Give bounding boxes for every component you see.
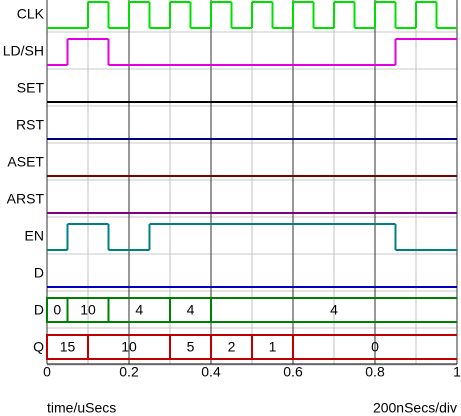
bus-segment xyxy=(210,334,252,360)
x-tick-label: 0.4 xyxy=(201,364,221,380)
bus-segment xyxy=(169,297,211,323)
bus-value-label: 4 xyxy=(330,302,338,318)
bus-segment xyxy=(292,334,457,360)
bus-segment xyxy=(66,297,109,323)
bus-segment xyxy=(107,297,170,323)
bus-value-label: 15 xyxy=(60,339,76,355)
bus-value-label: 5 xyxy=(187,339,195,355)
x-tick-label: 0.8 xyxy=(365,364,385,380)
bus-segment xyxy=(46,297,68,323)
scale-label: 200nSecs/div xyxy=(373,400,457,416)
bus-value-label: 10 xyxy=(121,339,137,355)
bus-value-label: 2 xyxy=(228,339,236,355)
signal-name: D xyxy=(34,265,44,281)
bus-value-label: 10 xyxy=(80,302,96,318)
x-tick-label: 0.6 xyxy=(283,364,303,380)
bus-value-label: 0 xyxy=(53,302,61,318)
bus-segment xyxy=(87,334,170,360)
bus-segment xyxy=(169,334,211,360)
bus-segment xyxy=(210,297,457,323)
signal-name: D xyxy=(34,302,44,318)
x-tick-label: 0 xyxy=(43,364,51,380)
signal-name: ASET xyxy=(7,154,44,170)
x-tick-label: 1 xyxy=(453,364,461,380)
signal-name: Q xyxy=(33,339,44,355)
bus-value-label: 1 xyxy=(269,339,277,355)
x-tick-label: 0.2 xyxy=(119,364,139,380)
signal-name: LD/SH xyxy=(3,43,44,59)
signal-name: CLK xyxy=(17,6,45,22)
bus-value-label: 0 xyxy=(371,339,379,355)
signal-name: RST xyxy=(16,117,44,133)
bus-segment xyxy=(251,334,293,360)
signal-name: EN xyxy=(25,228,44,244)
signal-name: ARST xyxy=(7,191,45,207)
bus-value-label: 4 xyxy=(135,302,143,318)
bus-value-label: 4 xyxy=(187,302,195,318)
x-axis-label: time/uSecs xyxy=(47,400,116,416)
signal-name: SET xyxy=(17,80,45,96)
bus-segment xyxy=(46,334,88,360)
